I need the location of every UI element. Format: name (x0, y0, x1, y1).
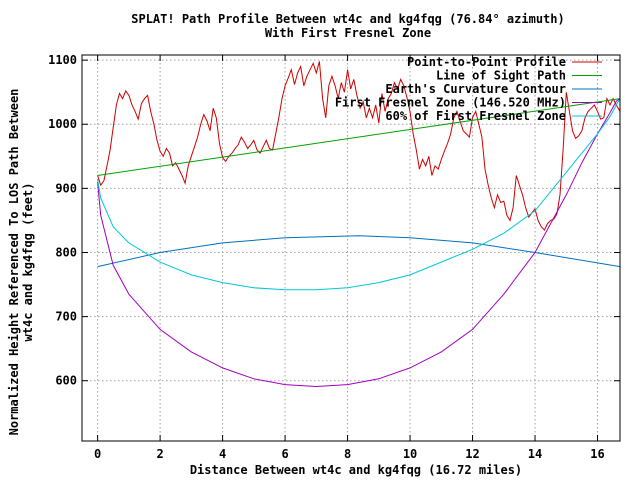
x-tick-label: 2 (156, 447, 163, 461)
y-tick-label: 800 (55, 245, 77, 259)
series-line-60-of-first-fresnel-zone (97, 98, 621, 291)
x-tick-label: 0 (94, 447, 101, 461)
axis-ticks: 0 2 4 6 8 10 12 14 16 600 700 800 900 1000 1100 (48, 53, 620, 461)
x-tick-label: 16 (590, 447, 604, 461)
legend-label: Earth's Curvature Contour (385, 82, 566, 96)
legend-label: 60% of First Fresnel Zone (385, 109, 566, 123)
x-tick-label: 8 (344, 447, 351, 461)
y-axis-label-line-1: Normalized Height Referenced To LOS Path… (7, 89, 21, 436)
series-line-line-of-sight-path (97, 98, 621, 176)
y-tick-label: 900 (55, 181, 77, 195)
x-tick-label: 14 (528, 447, 542, 461)
series-line-earth-s-curvature-contour (97, 235, 621, 268)
x-tick-label: 4 (219, 447, 226, 461)
legend-label: Line of Sight Path (436, 69, 566, 83)
x-tick-label: 12 (465, 447, 479, 461)
legend-label: First Fresnel Zone (146.520 MHz) (335, 96, 566, 110)
chart-subtitle: With First Fresnel Zone (265, 26, 431, 40)
grid-lines (82, 55, 620, 441)
legend-label: Point-to-Point Profile (407, 55, 566, 69)
y-tick-label: 1100 (48, 53, 77, 67)
y-tick-label: 600 (55, 374, 77, 388)
chart-title: SPLAT! Path Profile Between wt4c and kg4… (131, 12, 564, 26)
series-line-first-fresnel-zone-146-520-mhz (97, 98, 621, 388)
x-axis-label: Distance Between wt4c and kg4fqg (16.72 … (190, 463, 522, 477)
x-tick-label: 10 (403, 447, 417, 461)
y-tick-label: 700 (55, 310, 77, 324)
x-tick-label: 6 (281, 447, 288, 461)
y-tick-label: 1000 (48, 117, 77, 131)
y-axis-label-line-2: wt4c and kg4fqg (feet) (21, 183, 35, 342)
plot-frame (81, 54, 621, 442)
series-lines (97, 61, 621, 388)
